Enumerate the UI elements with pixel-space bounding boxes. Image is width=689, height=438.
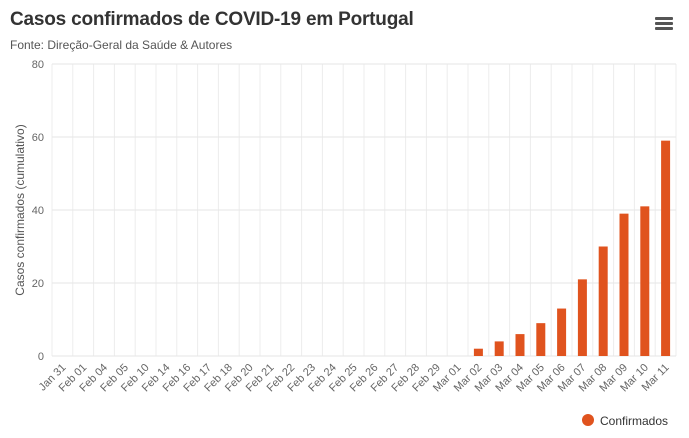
y-tick-label: 40 (32, 205, 44, 217)
y-tick-label: 80 (32, 59, 44, 71)
y-axis-label: Casos confirmados (cumulativo) (13, 124, 27, 295)
bar (598, 246, 608, 356)
y-tick-label: 60 (32, 132, 44, 144)
bar (577, 279, 587, 356)
bar (619, 213, 629, 356)
chart-title: Casos confirmados de COVID-19 em Portuga… (10, 9, 414, 30)
chart-subtitle: Fonte: Direção-Geral da Saúde & Autores (10, 38, 233, 52)
legend-marker (582, 414, 594, 426)
legend-label: Confirmados (600, 414, 668, 428)
bar (661, 140, 671, 356)
y-tick-label: 0 (38, 351, 44, 363)
bar (494, 341, 504, 356)
y-tick-label: 20 (32, 278, 44, 290)
bar (557, 308, 567, 356)
bar (473, 348, 483, 356)
bar (536, 323, 546, 356)
bar (515, 334, 525, 356)
hamburger-menu-icon[interactable] (655, 17, 673, 31)
bar (640, 206, 650, 356)
